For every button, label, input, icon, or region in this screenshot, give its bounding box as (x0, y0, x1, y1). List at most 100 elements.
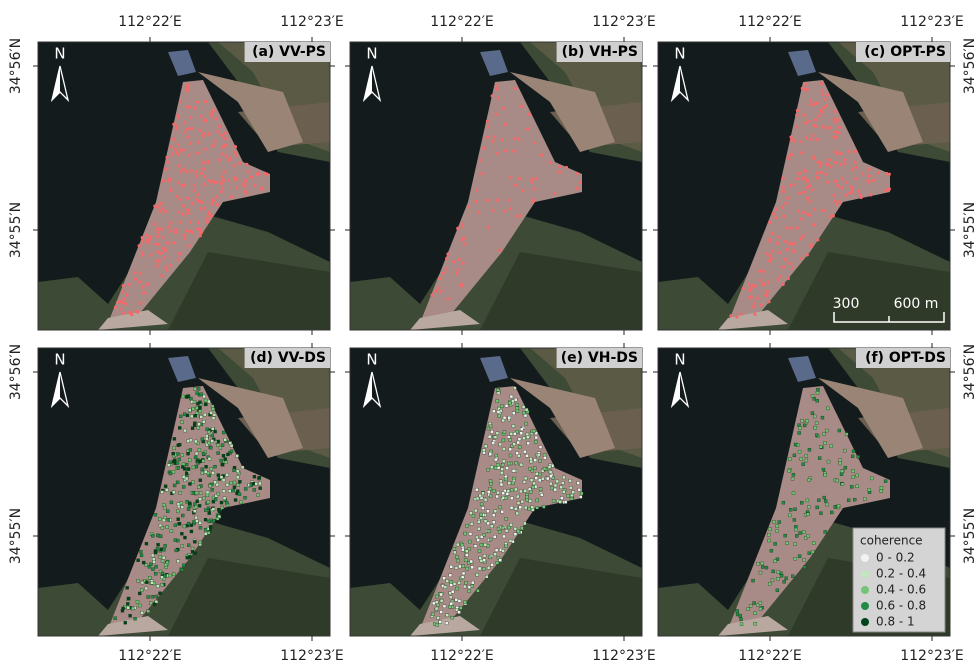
ps-point (203, 175, 206, 178)
ds-point (170, 501, 173, 504)
ds-point (208, 520, 211, 523)
ds-point (474, 544, 477, 547)
ds-point (151, 595, 154, 598)
ds-point (175, 549, 178, 552)
ps-point (196, 193, 199, 196)
ps-point (845, 181, 848, 184)
ps-point (474, 200, 477, 203)
ds-point (509, 448, 512, 451)
ds-point (808, 552, 811, 555)
ps-point (224, 132, 227, 135)
lat-tick-label: 34°55′N (8, 202, 24, 258)
ds-point (536, 499, 539, 502)
ds-point (181, 568, 184, 571)
lat-tick-label: 34°55′N (962, 202, 974, 258)
ps-point (182, 148, 185, 151)
ps-point (175, 195, 178, 198)
ds-point (543, 453, 546, 456)
ds-point (803, 559, 806, 562)
ps-point (808, 213, 811, 216)
ds-point (509, 454, 512, 457)
ds-point (494, 553, 497, 556)
ds-point (212, 417, 215, 420)
ps-point (446, 252, 449, 255)
ps-point (166, 160, 169, 163)
ds-point (480, 559, 483, 562)
ps-point (824, 172, 827, 175)
ds-point (182, 395, 185, 398)
ds-point (209, 446, 212, 449)
ps-point (235, 186, 238, 189)
ps-point (782, 283, 785, 286)
ds-point (806, 513, 809, 516)
ps-point (809, 100, 812, 103)
ds-point (487, 490, 490, 493)
ps-point (829, 215, 832, 218)
ps-point (216, 203, 219, 206)
ds-point (830, 445, 833, 448)
ps-point (169, 221, 172, 224)
ds-point (237, 484, 240, 487)
ds-point (739, 614, 742, 617)
ds-point (444, 586, 447, 589)
ds-point (485, 575, 488, 578)
ds-point (516, 512, 519, 515)
ps-point (193, 189, 196, 192)
ps-point (819, 164, 822, 167)
ds-point (495, 454, 498, 457)
ds-point (482, 567, 485, 570)
ps-point (814, 118, 817, 121)
ps-point (790, 138, 793, 141)
ds-point (185, 463, 188, 466)
ds-point (164, 574, 167, 577)
ps-point (553, 192, 556, 195)
ds-point (183, 413, 186, 416)
ds-point (884, 480, 887, 483)
ps-point (802, 177, 805, 180)
ds-point (181, 421, 184, 424)
ds-point (522, 437, 525, 440)
ds-point (824, 499, 827, 502)
legend-swatch (861, 586, 869, 594)
ds-point (761, 562, 764, 565)
ps-point (558, 170, 561, 173)
ds-point (216, 517, 219, 520)
ds-point (482, 449, 485, 452)
ps-point (221, 175, 224, 178)
ps-point (169, 189, 172, 192)
ds-point (484, 520, 487, 523)
ds-point (252, 482, 255, 485)
ps-point (839, 163, 842, 166)
ds-point (183, 467, 186, 470)
lon-tick-label: 112°22′E (118, 14, 182, 30)
ds-point (486, 510, 489, 513)
ps-point (816, 171, 819, 174)
ds-point (191, 550, 194, 553)
ps-point (493, 135, 496, 138)
ps-point (187, 244, 190, 247)
ds-point (880, 486, 883, 489)
ps-point (162, 179, 165, 182)
ds-point (538, 473, 541, 476)
ps-point (810, 103, 813, 106)
lat-tick-label: 34°56′N (8, 38, 24, 94)
ds-point (157, 543, 160, 546)
ds-point (192, 407, 195, 410)
ds-point (753, 602, 756, 605)
ps-point (519, 214, 522, 217)
ps-point (141, 251, 144, 254)
ds-point (450, 616, 453, 619)
ds-point (788, 469, 791, 472)
ds-point (821, 416, 824, 419)
ps-point (139, 302, 142, 305)
ds-point (546, 477, 549, 480)
ps-point (800, 151, 803, 154)
ps-point (204, 119, 207, 122)
ds-point (494, 436, 497, 439)
north-label: N (366, 351, 377, 369)
ds-point (238, 480, 241, 483)
ds-point (456, 556, 459, 559)
ps-point (203, 207, 206, 210)
ds-point (852, 476, 855, 479)
ps-point (784, 258, 787, 261)
